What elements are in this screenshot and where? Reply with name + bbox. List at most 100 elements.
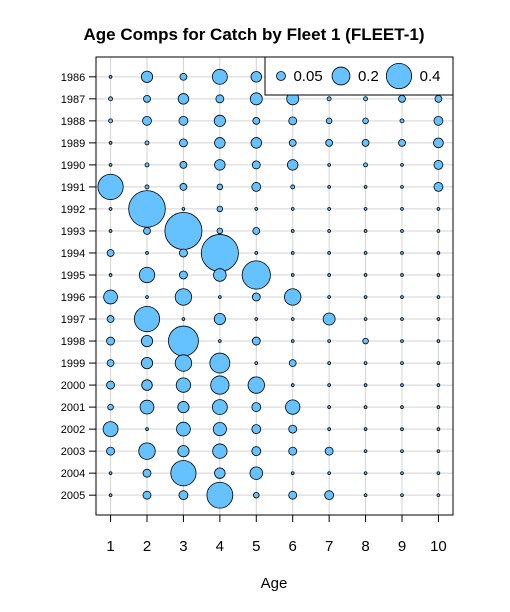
- bubble-point: [254, 251, 259, 255]
- bubble-point: [178, 490, 189, 501]
- bubble-point: [212, 422, 227, 437]
- legend-label: 0.05: [293, 68, 322, 85]
- bubble-point: [251, 292, 261, 302]
- y-tick-label: 1993: [61, 226, 85, 238]
- bubble-point: [179, 72, 188, 81]
- bubble-point: [216, 183, 224, 191]
- bubble-point: [327, 273, 331, 277]
- y-tick-label: 1994: [61, 248, 85, 260]
- bubble-point: [436, 317, 441, 321]
- bubble-point: [142, 115, 152, 126]
- bubble-point: [250, 137, 262, 149]
- bubble-point: [436, 339, 441, 343]
- bubble-point: [181, 317, 186, 321]
- bubble-point: [213, 312, 226, 326]
- bubble-point: [290, 383, 295, 387]
- bubble-point: [327, 339, 331, 343]
- y-tick-label: 1986: [61, 72, 85, 84]
- bubble-point: [108, 471, 113, 475]
- bubble-point: [179, 248, 188, 258]
- bubble-point: [106, 315, 115, 323]
- bubble-point: [322, 312, 336, 326]
- bubble-point: [174, 288, 193, 306]
- bubble-point: [102, 421, 119, 438]
- bubble-point: [436, 295, 441, 299]
- bubble-point: [251, 336, 261, 346]
- legend-symbol: [276, 71, 286, 81]
- bubble-point: [108, 118, 113, 124]
- bubble-point: [436, 207, 441, 211]
- y-tick-label: 1999: [61, 358, 85, 370]
- y-tick-label: 1997: [61, 314, 85, 326]
- y-tick-label: 1995: [61, 270, 85, 282]
- bubble-point: [144, 140, 150, 146]
- bubble-point: [252, 116, 261, 125]
- bubble-point: [214, 159, 226, 171]
- bubble-point: [253, 491, 260, 499]
- bubble-point: [106, 249, 115, 257]
- bubble-point: [327, 163, 331, 167]
- bubble-point: [142, 468, 152, 478]
- bubble-point: [400, 339, 404, 343]
- bubble-point: [254, 361, 259, 365]
- bubble-point: [400, 471, 404, 475]
- bubble-point: [398, 94, 406, 103]
- bubble-point: [433, 182, 444, 192]
- y-tick-label: 1988: [61, 116, 85, 128]
- bubble-point: [177, 401, 190, 414]
- bubble-point: [290, 471, 295, 475]
- bubble-point: [327, 185, 331, 189]
- bubble-point: [433, 115, 444, 126]
- bubble-point: [218, 295, 222, 299]
- bubble-point: [181, 207, 186, 211]
- bubble-point: [327, 229, 331, 233]
- bubble-point: [103, 289, 118, 305]
- bubble-point: [214, 137, 226, 149]
- bubble-point: [400, 229, 404, 233]
- bubble-point: [252, 227, 261, 235]
- y-tick-label: 2005: [61, 490, 85, 502]
- bubble-point: [363, 471, 368, 475]
- bubble-point: [211, 68, 228, 85]
- bubble-point: [436, 405, 441, 409]
- bubble-point: [290, 207, 295, 211]
- bubble-point: [363, 229, 368, 233]
- bubble-point: [288, 446, 298, 456]
- bubble-point: [145, 295, 149, 299]
- bubble-point: [106, 359, 115, 367]
- bubble-point: [133, 305, 161, 333]
- bubble-point: [177, 93, 190, 105]
- bubble-point: [179, 183, 188, 191]
- bubble-point: [108, 229, 113, 233]
- bubble-point: [327, 427, 331, 431]
- bubble-point: [400, 405, 404, 409]
- bubble-point: [176, 421, 191, 437]
- y-tick-label: 2001: [61, 402, 85, 414]
- bubble-point: [250, 71, 262, 83]
- bubble-point: [254, 317, 259, 321]
- bubble-point: [288, 424, 298, 434]
- bubble-point: [143, 94, 151, 103]
- bubble-point: [287, 159, 299, 171]
- bubble-point: [363, 185, 368, 189]
- x-tick-label: 10: [430, 538, 447, 555]
- bubble-point: [108, 493, 113, 497]
- bubble-point: [174, 354, 193, 372]
- bubble-point: [145, 427, 149, 431]
- bubble-point: [400, 295, 404, 299]
- y-tick-label: 1996: [61, 292, 85, 304]
- y-tick-label: 2004: [61, 468, 85, 480]
- bubble-point: [97, 173, 124, 200]
- bubble-point: [249, 92, 263, 106]
- legend-label: 0.4: [420, 68, 441, 85]
- bubble-point: [399, 118, 405, 124]
- x-tick-label: 8: [361, 538, 369, 555]
- bubble-point: [400, 317, 404, 321]
- bubble-point: [436, 273, 441, 277]
- legend-box: [264, 56, 454, 96]
- bubble-point: [141, 379, 153, 391]
- bubble-point: [138, 266, 156, 284]
- bubble-point: [251, 424, 262, 434]
- bubble-point: [436, 471, 441, 475]
- y-tick-label: 1989: [61, 138, 85, 150]
